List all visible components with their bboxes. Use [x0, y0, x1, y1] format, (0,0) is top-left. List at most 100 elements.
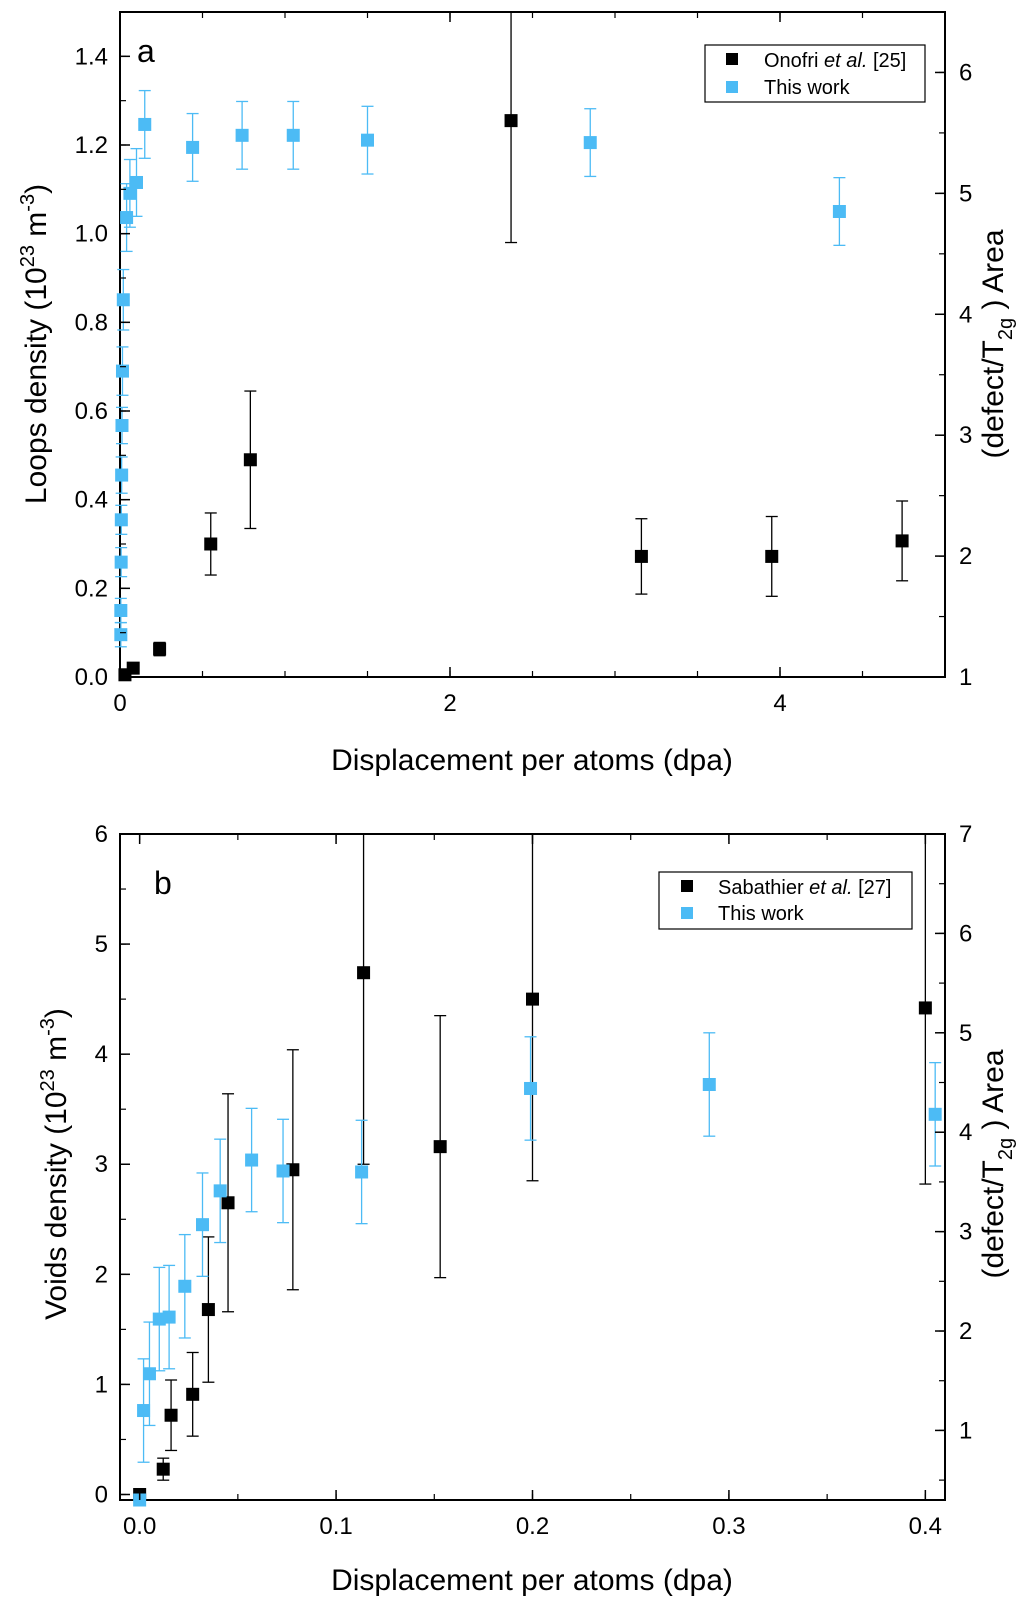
reference-series-point	[526, 992, 539, 1006]
panel-a-y-axis-title: Loops density (1023 m-3)	[17, 184, 53, 504]
y-tick-label: 1.2	[75, 132, 108, 159]
panel-b-marks	[133, 833, 942, 1507]
this-work-series-point	[114, 513, 128, 527]
reference-series-point	[201, 1303, 215, 1317]
panel-b-legend-marker-blue	[681, 907, 693, 919]
y2-tick-label: 1	[959, 1417, 972, 1444]
y-tick-label: 1	[95, 1371, 108, 1398]
y2-tick-label: 4	[959, 1119, 972, 1146]
reference-series-point	[221, 1196, 235, 1210]
this-work-series-point	[213, 1184, 227, 1198]
y2-tick-label: 7	[959, 821, 972, 848]
this-work-series-point	[115, 419, 129, 433]
panel-b-legend-label-black: Sabathier et al. [27]	[718, 877, 891, 899]
this-work-series-point	[702, 1077, 716, 1091]
reference-series-point	[504, 114, 518, 128]
panel-a-y2-ticks: 1 2 3 4 5 6	[935, 11, 972, 691]
this-work-series-point	[138, 117, 152, 131]
panel-a-y2-axis-title: (defect/T2g ) Area	[977, 229, 1017, 458]
reference-series-point	[918, 1001, 932, 1015]
panel-b-y-ticks: 0 1 2 3 4 5 6	[95, 821, 130, 1508]
y-tick-label: 0.2	[75, 575, 108, 602]
this-work-series-point	[116, 293, 130, 307]
reference-series-point	[153, 642, 167, 656]
this-work-series-point	[361, 133, 374, 147]
panel-a-legend-marker-black	[726, 53, 738, 65]
y-tick-label: 6	[95, 821, 108, 848]
panel-b-y2-ticks: 1 2 3 4 5 6 7	[935, 821, 972, 1481]
y2-tick-label: 5	[959, 180, 972, 207]
y-tick-label: 0.4	[75, 487, 108, 514]
this-work-series-point	[928, 1107, 942, 1121]
panel-a-x-axis-title: Displacement per atoms (dpa)	[331, 744, 733, 777]
this-work-series-point	[114, 555, 128, 569]
panel-b-letter: b	[154, 865, 172, 901]
y-tick-label: 4	[95, 1041, 108, 1068]
y-tick-label: 3	[95, 1151, 108, 1178]
x-tick-label: 0.3	[712, 1513, 745, 1540]
reference-series-point	[164, 1408, 178, 1422]
x-tick-label: 0.4	[909, 1513, 942, 1540]
this-work-series-point	[152, 1312, 166, 1326]
y2-tick-label: 2	[959, 543, 972, 570]
y2-tick-label: 6	[959, 59, 972, 86]
this-work-series-point	[524, 1081, 538, 1095]
this-work-series-point	[114, 628, 128, 642]
panel-a-legend-marker-blue	[726, 81, 738, 93]
panel-b-x-axis-title: Displacement per atoms (dpa)	[331, 1564, 733, 1597]
y-tick-label: 2	[95, 1261, 108, 1288]
y2-tick-label: 4	[959, 301, 972, 328]
y2-tick-label: 5	[959, 1020, 972, 1047]
reference-series-point	[286, 1163, 300, 1177]
reference-series-point	[433, 1140, 447, 1154]
reference-series-point	[895, 534, 909, 548]
this-work-series-point	[286, 128, 300, 142]
panel-a-marks	[114, 11, 909, 682]
x-tick-label: 4	[773, 690, 786, 717]
reference-series-point	[357, 966, 371, 980]
x-tick-label: 0.0	[123, 1513, 156, 1540]
reference-series-point	[243, 453, 257, 467]
panel-a-legend-box	[704, 44, 926, 103]
this-work-series-point	[120, 211, 134, 225]
y2-tick-label: 6	[959, 920, 972, 947]
panel-b-x-ticks: 0.0 0.1 0.2 0.3 0.4	[123, 834, 942, 1540]
x-tick-label: 0.1	[319, 1513, 352, 1540]
this-work-series-point	[832, 205, 846, 218]
this-work-series-point	[137, 1404, 151, 1418]
this-work-series-point	[186, 140, 200, 154]
panel-b: 0.0 0.1 0.2 0.3 0.4 0 1 2 3 4 5 6 1 2 3 4 5 6 7 b Displa…	[37, 821, 1017, 1597]
y2-tick-label: 3	[959, 1219, 972, 1246]
reference-series-point	[126, 661, 140, 675]
y-tick-label: 1.0	[75, 221, 108, 248]
y-tick-label: 5	[95, 931, 108, 958]
panel-a-legend-label-black: Onofri et al. [25]	[764, 50, 906, 72]
reference-series-point	[186, 1387, 200, 1401]
panel-b-legend-label-blue: This work	[718, 903, 805, 925]
y2-tick-label: 3	[959, 422, 972, 449]
x-tick-label: 0	[113, 690, 126, 717]
y-tick-label: 0.6	[75, 398, 108, 425]
this-work-series-point	[276, 1164, 290, 1178]
y-tick-label: 1.4	[75, 43, 108, 70]
panel-a-letter: a	[137, 33, 155, 69]
reference-series-point	[204, 537, 218, 551]
this-work-series-point	[115, 364, 129, 378]
panel-a-legend-label-blue: This work	[764, 77, 851, 99]
y-tick-label: 0.8	[75, 309, 108, 336]
y2-tick-label: 1	[959, 664, 972, 691]
this-work-series-point	[142, 1367, 156, 1381]
reference-series-point	[765, 549, 779, 563]
this-work-series-point	[130, 175, 143, 189]
panel-a-legend: Onofri et al. [25] This work	[704, 44, 926, 103]
x-tick-label: 0.2	[516, 1513, 549, 1540]
panel-a: 0 2 4 0.0 0.2 0.4 0.6 0.8 1.0 1.2 1.4 1 2 3 4 5 6 a Di…	[17, 11, 1017, 777]
this-work-series-point	[178, 1279, 192, 1293]
this-work-series-point	[162, 1310, 176, 1324]
panel-a-x-ticks: 0 2 4	[113, 12, 946, 717]
this-work-series-point	[123, 186, 137, 200]
panel-b-y-axis-title: Voids density (1023 m-3)	[37, 1008, 73, 1320]
panel-b-y2-axis-title: (defect/T2g ) Area	[977, 1049, 1017, 1278]
this-work-series-point	[115, 468, 129, 482]
y2-tick-label: 2	[959, 1318, 972, 1345]
